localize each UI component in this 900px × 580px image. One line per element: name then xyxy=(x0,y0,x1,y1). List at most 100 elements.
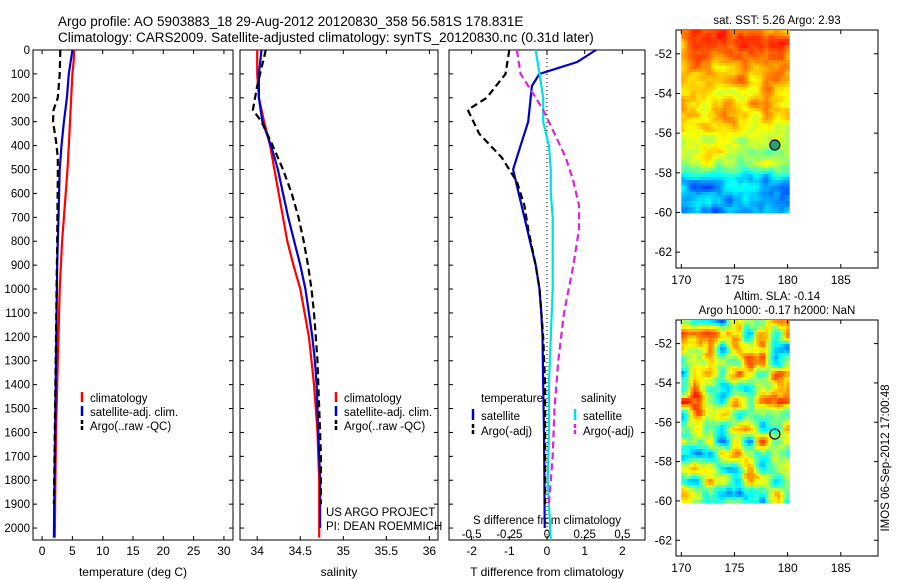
heatmap-cell xyxy=(741,401,745,405)
heatmap-cell xyxy=(732,359,736,363)
heatmap-cell xyxy=(696,150,700,154)
heatmap-cell xyxy=(711,42,715,46)
heatmap-cell xyxy=(729,39,733,43)
heatmap-cell xyxy=(756,96,760,100)
heatmap-cell xyxy=(699,428,703,432)
heatmap-cell xyxy=(750,195,754,199)
heatmap-cell xyxy=(762,156,766,160)
heatmap-cell xyxy=(699,93,703,97)
heatmap-cell xyxy=(684,368,688,372)
heatmap-cell xyxy=(741,153,745,157)
heatmap-cell xyxy=(714,335,718,339)
heatmap-cell xyxy=(786,183,790,187)
heatmap-cell xyxy=(744,422,748,426)
heatmap-cell xyxy=(693,350,697,354)
heatmap-cell xyxy=(696,329,700,333)
heatmap-cell xyxy=(750,69,754,73)
heatmap-cell xyxy=(693,491,697,495)
heatmap-cell xyxy=(762,401,766,405)
heatmap-cell xyxy=(768,168,772,172)
heatmap-cell xyxy=(732,144,736,148)
heatmap-cell xyxy=(726,320,730,324)
heatmap-cell xyxy=(684,431,688,435)
heatmap-cell xyxy=(753,75,757,79)
heatmap-cell xyxy=(705,494,709,498)
heatmap-cell xyxy=(684,102,688,106)
heatmap-cell xyxy=(732,494,736,498)
heatmap-cell xyxy=(738,425,742,429)
heatmap-cell xyxy=(723,132,727,136)
heatmap-cell xyxy=(771,78,775,82)
heatmap-cell xyxy=(702,117,706,121)
heatmap-cell xyxy=(687,362,691,366)
heatmap-cell xyxy=(777,96,781,100)
heatmap-cell xyxy=(765,96,769,100)
heatmap-cell xyxy=(741,42,745,46)
heatmap-cell xyxy=(762,350,766,354)
heatmap-cell xyxy=(693,431,697,435)
heatmap-cell xyxy=(753,144,757,148)
heatmap-cell xyxy=(681,386,685,390)
heatmap-cell xyxy=(765,404,769,408)
heatmap-cell xyxy=(696,389,700,393)
heatmap-cell xyxy=(684,437,688,441)
heatmap-cell xyxy=(708,368,712,372)
heatmap-cell xyxy=(762,461,766,465)
heatmap-cell xyxy=(741,389,745,393)
heatmap-cell xyxy=(729,210,733,214)
heatmap-cell xyxy=(711,368,715,372)
heatmap-cell xyxy=(702,341,706,345)
heatmap-cell xyxy=(702,135,706,139)
heatmap-cell xyxy=(738,99,742,103)
heatmap-cell xyxy=(762,494,766,498)
heatmap-cell xyxy=(747,54,751,58)
heatmap-cell xyxy=(717,204,721,208)
heatmap-cell xyxy=(753,141,757,145)
heatmap-cell xyxy=(738,42,742,46)
heatmap-cell xyxy=(729,207,733,211)
heatmap-cell xyxy=(684,380,688,384)
heatmap-cell xyxy=(717,398,721,402)
heatmap-cell xyxy=(693,159,697,163)
heatmap-cell xyxy=(693,371,697,375)
heatmap-cell xyxy=(741,380,745,384)
heatmap-cell xyxy=(735,401,739,405)
heatmap-cell xyxy=(714,54,718,58)
heatmap-cell xyxy=(759,180,763,184)
heatmap-cell xyxy=(768,165,772,169)
heatmap-cell xyxy=(777,114,781,118)
heatmap-cell xyxy=(717,207,721,211)
heatmap-cell xyxy=(765,326,769,330)
heatmap-cell xyxy=(762,66,766,70)
heatmap-cell xyxy=(735,201,739,205)
heatmap-cell xyxy=(717,75,721,79)
heatmap-cell xyxy=(777,186,781,190)
heatmap-cell xyxy=(768,335,772,339)
heatmap-cell xyxy=(759,500,763,504)
heatmap-cell xyxy=(777,102,781,106)
y-tick-label: -56 xyxy=(655,126,673,140)
heatmap-cell xyxy=(726,30,730,34)
heatmap-cell xyxy=(714,440,718,444)
heatmap-cell xyxy=(768,482,772,486)
heatmap-cell xyxy=(774,326,778,330)
heatmap-cell xyxy=(690,120,694,124)
heatmap-cell xyxy=(726,323,730,327)
heatmap-cell xyxy=(765,323,769,327)
heatmap-cell xyxy=(705,497,709,501)
heatmap-cell xyxy=(720,458,724,462)
heatmap-cell xyxy=(714,461,718,465)
heatmap-cell xyxy=(702,180,706,184)
heatmap-cell xyxy=(705,129,709,133)
heatmap-cell xyxy=(786,153,790,157)
heatmap-cell xyxy=(702,156,706,160)
heatmap-cell xyxy=(759,419,763,423)
heatmap-cell xyxy=(759,401,763,405)
heatmap-cell xyxy=(702,69,706,73)
heatmap-cell xyxy=(690,434,694,438)
heatmap-cell xyxy=(786,54,790,58)
heatmap-cell xyxy=(780,467,784,471)
heatmap-cell xyxy=(771,192,775,196)
heatmap-cell xyxy=(777,189,781,193)
heatmap-cell xyxy=(738,192,742,196)
